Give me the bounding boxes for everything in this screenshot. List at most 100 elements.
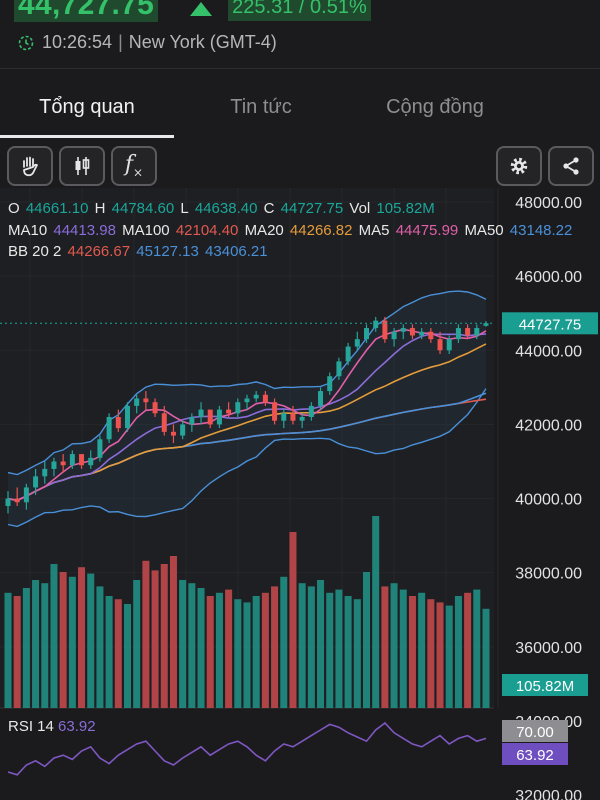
volume-bar [390, 583, 398, 708]
y-tick-label: 44000.00 [515, 343, 582, 360]
volume-bar [280, 576, 288, 708]
rsi-value-tag [502, 743, 568, 765]
header-divider [0, 68, 600, 69]
volume-bar [78, 567, 86, 708]
market-time: 10:26:54 [42, 32, 113, 52]
rsi-label: RSI 14 [8, 718, 54, 735]
volume-bar [381, 586, 389, 708]
volume-bar [408, 596, 416, 708]
tab-community[interactable]: Cộng đồng [386, 95, 484, 118]
candle-body [364, 328, 369, 340]
volume-bar [289, 532, 297, 708]
volume-bar [482, 608, 490, 708]
candle-body [69, 454, 75, 466]
candle-body [97, 439, 103, 458]
volume-bar [445, 605, 453, 708]
price-axis-bg [494, 188, 600, 800]
volume-bar [372, 516, 380, 708]
volume-bar [298, 583, 306, 708]
legend-ohlc: O 44661.10 H 44784.60 L 44638.40 C 44727… [8, 200, 437, 217]
candle-body [281, 413, 287, 421]
candle-body [483, 323, 489, 326]
candle-body [409, 328, 415, 336]
volume-bar [464, 592, 472, 708]
candle-body [419, 331, 425, 336]
candle-body [437, 339, 443, 351]
volume-bar [87, 573, 95, 708]
legend-bb-lower: 43406.21 [205, 243, 268, 260]
chart-toolbar: f× [0, 146, 600, 188]
tab-news[interactable]: Tin tức [230, 95, 292, 118]
volume-bar [197, 588, 205, 708]
volume-bar [114, 599, 122, 708]
candle-body [455, 328, 461, 340]
volume-bar [22, 588, 30, 708]
legend-ma100: 42104.40 [175, 222, 239, 239]
legend-low: 44638.40 [194, 200, 258, 217]
candle-body [345, 346, 351, 362]
share-icon [563, 157, 579, 175]
legend-open: 44661.10 [25, 200, 89, 217]
candle-body [207, 409, 213, 425]
share-button[interactable] [548, 146, 594, 186]
candle-body [88, 457, 94, 466]
legend-ma20-label: MA20 [244, 222, 284, 239]
volume-bar [427, 599, 435, 708]
candle-body [180, 424, 186, 436]
candle-body [216, 409, 222, 425]
candle-body [336, 361, 342, 377]
volume-bar [225, 589, 233, 708]
volume-bar [124, 604, 131, 708]
legend-l-label: L [180, 200, 189, 217]
chart-type-button[interactable] [59, 146, 105, 186]
indicators-button[interactable]: f× [111, 146, 157, 186]
candle-body [5, 498, 11, 506]
last-price-tag-label: 44727.75 [519, 316, 582, 333]
volume-bar [363, 572, 370, 708]
candle-body [327, 376, 333, 392]
candle-body [290, 413, 296, 421]
volume-bar [188, 583, 196, 708]
candle-body [79, 454, 85, 466]
volume-bar [160, 564, 168, 708]
candle-body [299, 417, 305, 421]
volume-bar [96, 586, 104, 708]
candle-body [189, 417, 195, 425]
volume-bar [436, 602, 444, 708]
legend-ma50: 43148.22 [509, 222, 573, 239]
candle-body [253, 394, 259, 399]
candle-body [308, 405, 314, 418]
volume-bar [454, 596, 462, 708]
legend-high: 44784.60 [111, 200, 175, 217]
candle-body [134, 398, 140, 406]
candle-body [198, 409, 204, 418]
price-chart[interactable]: 44727.75 48000.00 46000.00 44000.00 42000.00… [0, 188, 600, 800]
legend-ma10: 44413.98 [53, 222, 116, 239]
draw-tool-button[interactable] [7, 146, 53, 186]
settings-button[interactable] [496, 146, 542, 186]
y-tick-label: 38000.00 [515, 566, 582, 583]
chart-canvas[interactable]: 44727.75 48000.00 46000.00 44000.00 42000.00… [0, 188, 600, 800]
candle-body [446, 339, 452, 351]
volume-bar [399, 589, 407, 708]
volume-bar [4, 592, 12, 708]
candle-body [244, 398, 250, 403]
candle-body [161, 413, 167, 432]
legend-close: 44727.75 [280, 200, 344, 217]
candle-body [272, 402, 278, 421]
volume-bar [105, 596, 113, 708]
volume-bar [59, 572, 67, 708]
fx-f: f [124, 152, 134, 178]
rsi-line [7, 721, 487, 776]
rsi-pane-bg [0, 708, 494, 800]
legend-o-label: O [8, 200, 20, 217]
candle-body [33, 476, 39, 488]
volume-bar [353, 599, 361, 708]
legend-ma50-label: MA50 [464, 222, 504, 239]
legend-bb-label: BB 20 2 [8, 243, 62, 260]
candle-body [235, 402, 241, 414]
tab-overview[interactable]: Tổng quan [39, 95, 135, 118]
volume-bar [252, 596, 260, 708]
gear-icon [510, 157, 528, 175]
